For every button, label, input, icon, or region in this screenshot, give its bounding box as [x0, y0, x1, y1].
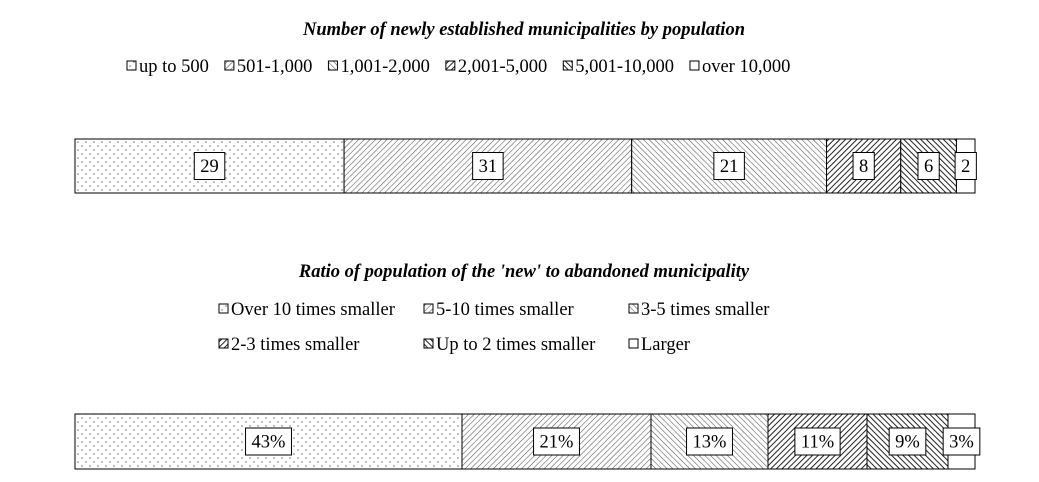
legend-swatch [628, 338, 639, 349]
data-label: 21 [713, 152, 745, 180]
legend-label: Over 10 times smaller [231, 300, 395, 320]
legend-swatch [423, 338, 434, 349]
data-label: 6 [917, 152, 940, 180]
legend-label: up to 500 [139, 57, 209, 77]
legend-item: up to 500 [126, 57, 209, 77]
legend-swatch [689, 60, 700, 71]
legend-swatch [327, 60, 338, 71]
data-label-box [472, 152, 504, 180]
data-label-text: 43% [252, 433, 286, 453]
data-label-text: 2 [961, 157, 970, 177]
legend-label: 3-5 times smaller [641, 300, 769, 320]
legend-item: 5,001-10,000 [562, 57, 674, 77]
chart-1-legend: up to 500 501-1,000 1,001-2,000 2,001-5,000… [126, 57, 790, 77]
data-label: 2 [954, 152, 977, 180]
legend-swatch [218, 303, 229, 314]
data-label: 29 [193, 152, 226, 180]
data-label-text: 3% [949, 433, 974, 453]
data-label-box [245, 427, 292, 456]
legend-item: Over 10 times smaller [218, 300, 395, 320]
legend-item: 1,001-2,000 [327, 57, 430, 77]
data-label-box [917, 152, 940, 180]
data-label-box [533, 427, 580, 456]
data-label: 43% [245, 427, 292, 456]
legend-label: 2,001-5,000 [458, 57, 547, 77]
legend-item: 2,001-5,000 [445, 57, 547, 77]
legend-label: over 10,000 [702, 57, 790, 77]
data-label: 9% [888, 427, 927, 456]
legend-label: Up to 2 times smaller [436, 335, 595, 355]
legend-item: over 10,000 [689, 57, 790, 77]
data-label: 21% [533, 427, 580, 456]
data-label-box [193, 152, 226, 180]
data-label: 11% [794, 427, 841, 456]
legend-swatch [562, 60, 573, 71]
legend-swatch [126, 60, 137, 71]
data-label-box [794, 427, 841, 456]
legend-label: 501-1,000 [237, 57, 313, 77]
legend-swatch [423, 303, 434, 314]
data-label: 8 [852, 152, 875, 180]
data-label-text: 21 [720, 157, 739, 177]
data-label-text: 29 [200, 157, 219, 177]
legend-item: 3-5 times smaller [628, 300, 769, 320]
legend-label: 2-3 times smaller [231, 335, 359, 355]
data-label-text: 11% [801, 433, 834, 453]
legend-item: Up to 2 times smaller [423, 335, 595, 355]
chart-2-legend: Over 10 times smaller 5-10 times smaller 3… [218, 300, 769, 355]
data-label: 3% [942, 427, 981, 456]
data-label-text: 13% [693, 433, 727, 453]
data-label-box [686, 427, 733, 456]
data-label-box [942, 427, 981, 456]
legend-swatch [218, 338, 229, 349]
data-label-text: 9% [895, 433, 920, 453]
legend-swatch [628, 303, 639, 314]
legend-item: 2-3 times smaller [218, 335, 359, 355]
legend-item: Larger [628, 335, 690, 355]
data-label-box [852, 152, 875, 180]
legend-label: Larger [641, 335, 690, 355]
legend-label: 5,001-10,000 [575, 57, 674, 77]
data-label-text: 6 [924, 157, 933, 177]
data-label-box [713, 152, 745, 180]
data-label-text: 31 [479, 157, 498, 177]
legend-swatch [445, 60, 456, 71]
legend-label: 5-10 times smaller [436, 300, 574, 320]
legend-swatch [224, 60, 235, 71]
data-label-text: 8 [859, 157, 868, 177]
legend-item: 5-10 times smaller [423, 300, 574, 320]
data-label-text: 21% [540, 433, 574, 453]
chart-1-bar: 29 31 21 8 6 2 [74, 138, 977, 194]
data-label: 31 [472, 152, 504, 180]
chart-1-title: Number of newly established municipaliti… [302, 20, 745, 40]
data-label: 13% [686, 427, 733, 456]
legend-item: 501-1,000 [224, 57, 313, 77]
data-label-box [954, 152, 977, 180]
legend-label: 1,001-2,000 [340, 57, 429, 77]
chart-2-bar: 43% 21% 13% 11% 9% 3% [74, 413, 981, 470]
chart-2-title: Ratio of population of the 'new' to aban… [298, 262, 750, 282]
data-label-box [888, 427, 927, 456]
